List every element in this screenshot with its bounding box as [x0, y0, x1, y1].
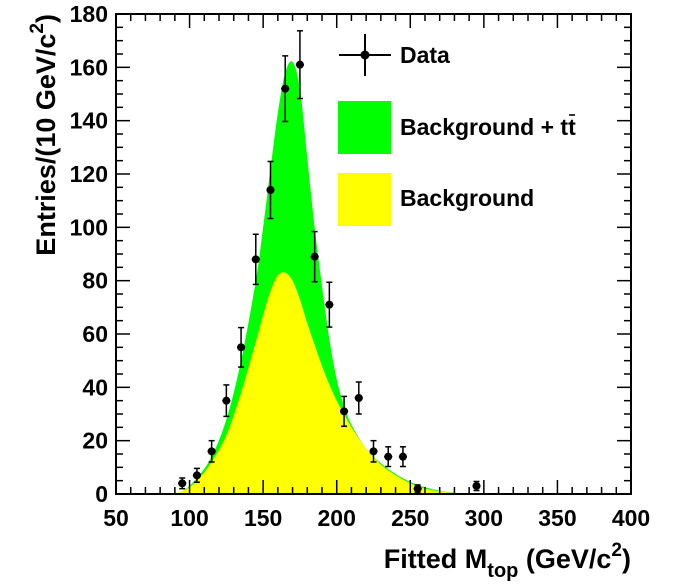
data-point-marker: [310, 252, 319, 261]
data-point: [237, 326, 246, 368]
legend-signal-label-tbar: t: [568, 114, 576, 140]
data-point: [398, 446, 407, 468]
data-point: [310, 230, 319, 283]
data-point: [369, 439, 378, 463]
x-tick-label: 200: [318, 505, 356, 531]
y-tick-label: 60: [82, 321, 108, 347]
legend-item-background: Background: [338, 173, 534, 226]
legend: Data Background + tt Background: [338, 34, 576, 226]
x-tick-label: 400: [612, 505, 650, 531]
data-point-marker: [237, 343, 246, 352]
data-point-marker: [472, 482, 481, 490]
x-axis-title-main: Fitted M: [384, 544, 487, 574]
data-point: [384, 446, 393, 468]
data-point: [295, 30, 304, 100]
y-tick-label: 0: [95, 481, 108, 507]
x-tick-label: 250: [391, 505, 429, 531]
legend-signal-label: Background + tt: [400, 114, 576, 140]
x-axis-title-units-close: ): [622, 544, 631, 574]
x-tick-label: 350: [538, 505, 576, 531]
data-point-marker: [281, 84, 290, 93]
data-point: [222, 384, 231, 418]
data-point: [251, 233, 260, 286]
legend-signal-swatch: [338, 101, 391, 154]
legend-data-marker: [360, 50, 370, 60]
data-point: [325, 281, 334, 328]
data-point-marker: [192, 471, 201, 480]
x-tick-label: 300: [465, 505, 503, 531]
x-tick-label: 50: [103, 505, 129, 531]
data-point-marker: [266, 186, 275, 194]
data-point-marker: [295, 60, 304, 69]
data-point: [192, 467, 201, 484]
x-tick-label: 150: [244, 505, 282, 531]
data-points-layer: [178, 30, 481, 494]
data-point-marker: [413, 484, 422, 493]
data-point-marker: [325, 300, 334, 309]
data-point-marker: [207, 447, 216, 456]
data-point-marker: [222, 396, 231, 405]
y-axis-title-superscript: 2: [27, 23, 48, 34]
data-point-marker: [369, 447, 378, 456]
y-tick-label: 140: [70, 108, 108, 134]
ticks-layer: [115, 13, 632, 495]
background-area: [167, 272, 484, 494]
data-point-marker: [384, 452, 393, 461]
data-point: [281, 55, 290, 123]
data-point: [354, 381, 363, 415]
data-point-marker: [354, 394, 363, 402]
data-point-marker: [398, 452, 407, 461]
legend-data-label: Data: [400, 42, 450, 68]
y-tick-label: 80: [82, 268, 108, 294]
x-tick-label: 100: [170, 505, 208, 531]
y-axis-title-main: Entries/(10 GeV/c: [31, 34, 61, 256]
area-layer: [167, 61, 484, 495]
y-tick-label: 20: [82, 428, 108, 454]
legend-item-data: Data: [339, 34, 450, 76]
data-point: [413, 484, 422, 494]
y-axis-title-close: ): [31, 14, 61, 23]
data-point-marker: [178, 479, 187, 488]
legend-background-label: Background: [400, 185, 534, 211]
y-tick-label: 100: [70, 214, 108, 240]
data-point: [472, 480, 481, 492]
y-tick-label: 40: [82, 374, 108, 400]
legend-item-signal: Background + tt: [338, 101, 576, 154]
data-point-marker: [251, 255, 260, 264]
data-point: [207, 439, 216, 463]
legend-background-swatch: [338, 173, 391, 226]
x-axis-title-units-superscript: 2: [611, 540, 622, 561]
y-tick-label: 180: [70, 1, 108, 27]
data-point: [178, 477, 187, 490]
y-tick-label: 120: [70, 161, 108, 187]
y-tick-label: 160: [70, 54, 108, 80]
x-axis-title-subscript: top: [487, 560, 518, 582]
legend-signal-label-main: Background + t: [400, 114, 568, 140]
tick-labels-layer: 50 100 150 200 250 300 350 400 0 20 40 60 80 100 120 14…: [70, 1, 651, 531]
data-point: [340, 395, 349, 428]
data-point: [266, 160, 275, 220]
y-axis-title: Entries/(10 GeV/c2): [27, 14, 61, 256]
data-point-marker: [340, 407, 349, 416]
x-axis-title: Fitted Mtop (GeV/c2): [384, 540, 631, 582]
x-axis-title-units: (GeV/c: [518, 544, 611, 574]
